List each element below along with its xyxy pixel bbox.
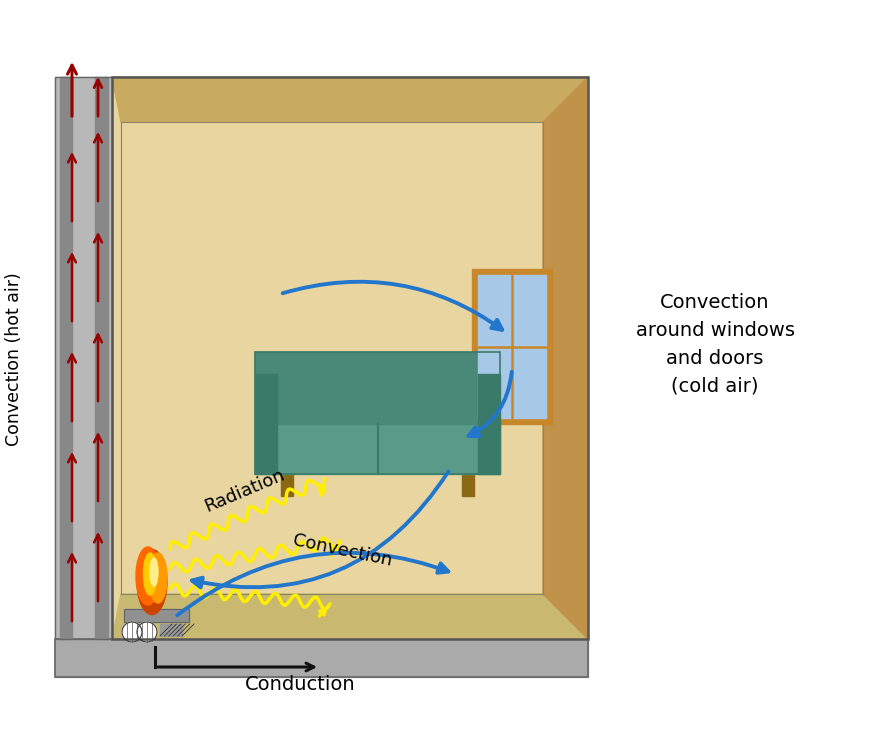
Circle shape xyxy=(137,622,157,642)
Bar xyxy=(478,275,546,418)
Bar xyxy=(462,474,474,496)
Bar xyxy=(478,373,500,474)
Ellipse shape xyxy=(149,553,167,603)
Bar xyxy=(281,474,293,496)
Bar xyxy=(255,352,500,474)
Text: Convection (hot air): Convection (hot air) xyxy=(5,272,23,446)
Bar xyxy=(255,373,277,474)
Bar xyxy=(112,77,588,639)
Bar xyxy=(55,77,112,639)
Polygon shape xyxy=(112,77,588,122)
Bar xyxy=(124,609,189,622)
Bar xyxy=(112,77,588,639)
Polygon shape xyxy=(543,77,588,639)
Ellipse shape xyxy=(150,558,158,586)
Bar xyxy=(60,77,72,639)
Bar xyxy=(55,639,588,677)
Text: Convection
around windows
and doors
(cold air): Convection around windows and doors (col… xyxy=(635,292,794,396)
Text: Radiation: Radiation xyxy=(202,466,288,516)
Bar xyxy=(55,77,112,639)
Text: Conduction: Conduction xyxy=(245,676,355,695)
Ellipse shape xyxy=(136,547,160,605)
Text: Convection: Convection xyxy=(290,531,393,570)
Bar xyxy=(124,609,189,622)
Bar xyxy=(160,624,182,636)
Bar xyxy=(472,269,552,424)
Ellipse shape xyxy=(137,550,167,615)
Polygon shape xyxy=(112,594,588,639)
Bar xyxy=(95,77,108,639)
Bar xyxy=(255,424,500,474)
Bar xyxy=(55,639,588,677)
Ellipse shape xyxy=(144,553,157,595)
Circle shape xyxy=(122,622,142,642)
Bar xyxy=(255,352,500,424)
